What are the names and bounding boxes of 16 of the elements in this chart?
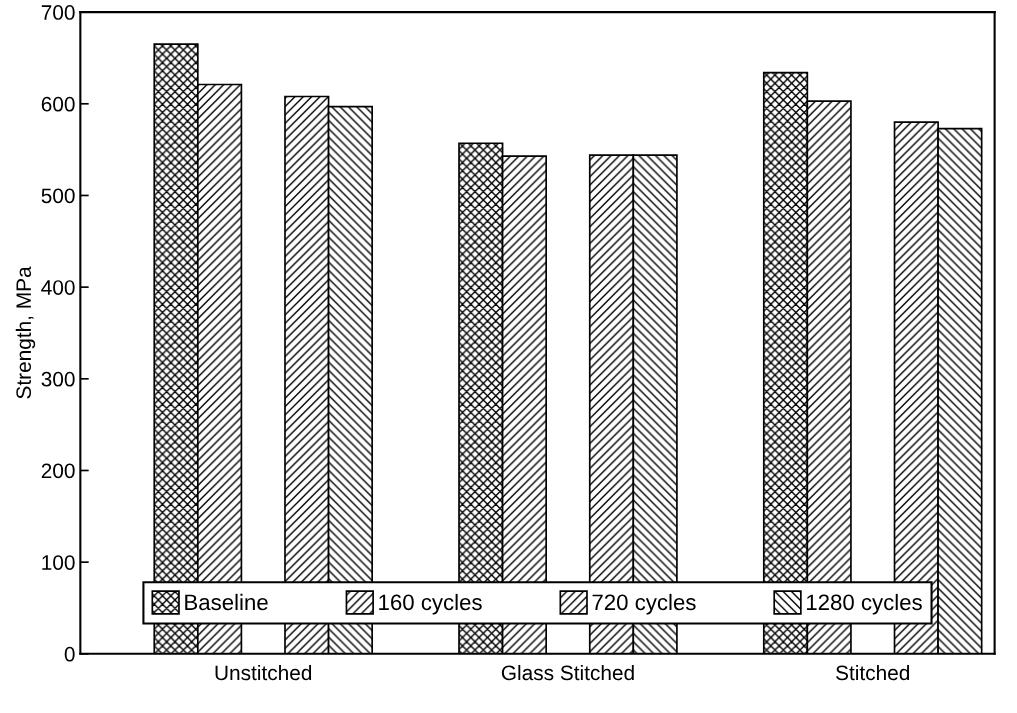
legend-label: 160 cycles xyxy=(379,593,482,615)
y-tick-label: 700 xyxy=(41,5,75,20)
y-axis-title: Strength, MPa xyxy=(15,266,36,399)
y-tick-label: 100 xyxy=(42,555,75,570)
y-tick-label: 600 xyxy=(41,96,75,112)
x-tick-label: Unstitched xyxy=(215,664,312,681)
y-tick-label: 200 xyxy=(41,463,75,479)
y-tick-label: 400 xyxy=(41,280,75,295)
x-tick-label: Glass Stitched xyxy=(501,664,634,681)
y-tick-label: 0 xyxy=(64,646,75,662)
legend-label: 720 cycles xyxy=(592,593,696,615)
y-tick-label: 300 xyxy=(41,371,75,387)
x-tick-label: Stitched xyxy=(836,664,910,681)
legend-label: Baseline xyxy=(185,593,268,611)
legend-label: 1280 cycles xyxy=(807,593,922,615)
y-tick-label: 500 xyxy=(41,188,75,204)
